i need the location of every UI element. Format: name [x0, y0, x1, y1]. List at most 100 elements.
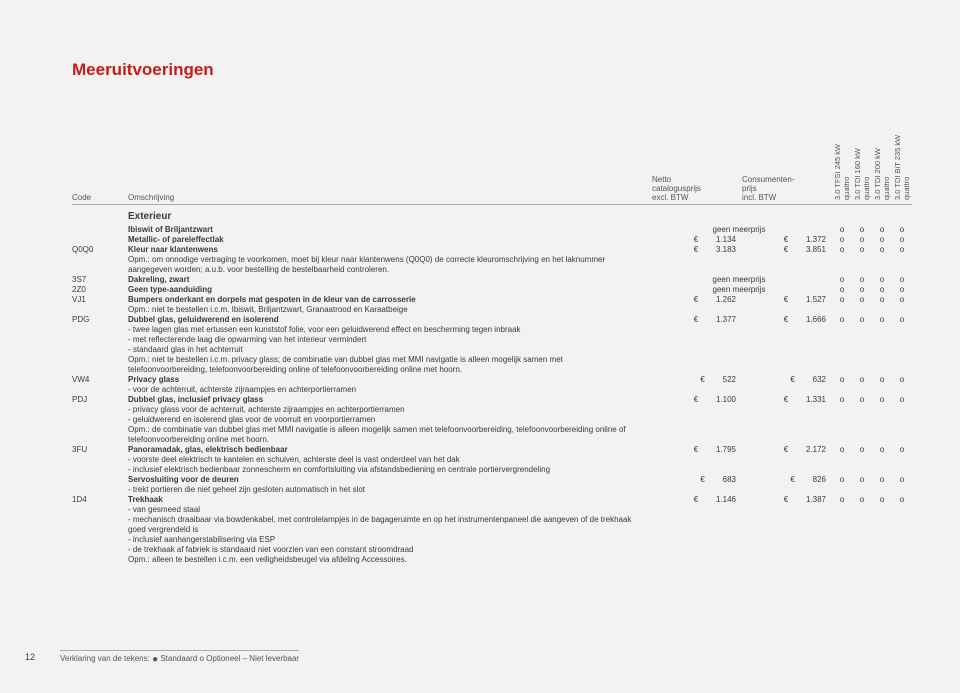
- availability-cell: o: [872, 245, 892, 255]
- table-row: Opm.: de combinatie van dubbel glas met …: [72, 425, 912, 445]
- availability-cell: o: [872, 495, 892, 505]
- row-desc: Opm.: niet te bestellen i.c.m. privacy g…: [128, 355, 652, 375]
- table-row: - inclusief aanhangerstabilisering via E…: [72, 535, 912, 545]
- header-code: Code: [72, 193, 128, 202]
- availability-cell: o: [892, 475, 912, 485]
- table-row: Ibiswit of Briljantzwartgeen meerprijsoo…: [72, 225, 912, 235]
- availability-cell: o: [852, 225, 872, 235]
- availability-cell: o: [832, 495, 852, 505]
- no-extra-cost: geen meerprijs: [652, 275, 832, 285]
- header-price1-l3: excl. BTW: [652, 193, 688, 202]
- availability-cell: o: [852, 315, 872, 325]
- availability-cell: o: [872, 285, 892, 295]
- table-row: - mechanisch draaibaar via bowdenkabel, …: [72, 515, 912, 535]
- row-desc: Bumpers onderkant en dorpels mat gespote…: [128, 295, 652, 305]
- price-net: € 1.795: [652, 445, 742, 455]
- table-row: Opm.: niet te bestellen i.c.m. Ibiswit, …: [72, 305, 912, 315]
- row-desc: - met reflecterende laag die opwarming v…: [128, 335, 652, 345]
- table-row: VW4Privacy glass€ 522€ 632oooo: [72, 375, 912, 385]
- table-row: - de trekhaak af fabriek is standaard ni…: [72, 545, 912, 555]
- header-price2-l2: prijs: [742, 184, 757, 193]
- price-consumer: € 826: [742, 475, 832, 485]
- row-code: 2Z0: [72, 285, 128, 295]
- availability-cell: o: [832, 225, 852, 235]
- row-desc: - voorste deel elektrisch te kantelen en…: [128, 455, 652, 465]
- table-row: PDJDubbel glas, inclusief privacy glass€…: [72, 395, 912, 405]
- price-net: € 1.146: [652, 495, 742, 505]
- table-row: Opm.: om onnodige vertraging te voorkome…: [72, 255, 912, 275]
- availability-cell: o: [892, 225, 912, 235]
- table-row: Servosluiting voor de deuren€ 683€ 826oo…: [72, 475, 912, 485]
- table-row: - twee lagen glas met ertussen een kunst…: [72, 325, 912, 335]
- table-row: - voor de achterruit, achterste zijraamp…: [72, 385, 912, 395]
- row-code: 3FU: [72, 445, 128, 455]
- no-extra-cost: geen meerprijs: [652, 285, 832, 295]
- row-desc: Opm.: de combinatie van dubbel glas met …: [128, 425, 652, 445]
- table-header: Code Omschrijving Netto catalogusprijs e…: [72, 126, 912, 205]
- row-desc: - twee lagen glas met ertussen een kunst…: [128, 325, 652, 335]
- availability-cell: o: [832, 475, 852, 485]
- availability-cell: o: [852, 295, 872, 305]
- table-row: 3S7Dakreling, zwartgeen meerprijsoooo: [72, 275, 912, 285]
- row-desc: Servosluiting voor de deuren: [128, 475, 652, 485]
- row-desc: - inclusief elektrisch bedienbaar zonnes…: [128, 465, 652, 475]
- header-desc: Omschrijving: [128, 193, 652, 202]
- header-price1-l1: Netto: [652, 175, 671, 184]
- row-desc: Metallic- of pareleffectlak: [128, 235, 652, 245]
- availability-cell: o: [832, 395, 852, 405]
- row-desc: Trekhaak: [128, 495, 652, 505]
- availability-cell: o: [832, 285, 852, 295]
- row-desc: Opm.: alleen te bestellen i.c.m. een vei…: [128, 555, 652, 565]
- page-footer: 12 Verklaring van de tekens: ● Standaard…: [0, 650, 299, 663]
- price-consumer: € 632: [742, 375, 832, 385]
- availability-cell: o: [852, 375, 872, 385]
- price-consumer: € 1.666: [742, 315, 832, 325]
- table-row: - geluidwerend en isolerend glas voor de…: [72, 415, 912, 425]
- row-desc: - inclusief aanhangerstabilisering via E…: [128, 535, 652, 545]
- page-number: 12: [0, 652, 60, 662]
- row-desc: Dakreling, zwart: [128, 275, 652, 285]
- header-price2-l3: incl. BTW: [742, 193, 776, 202]
- availability-cell: o: [852, 495, 872, 505]
- availability-cell: o: [892, 235, 912, 245]
- row-desc: - geluidwerend en isolerend glas voor de…: [128, 415, 652, 425]
- row-code: PDJ: [72, 395, 128, 405]
- availability-cell: o: [872, 395, 892, 405]
- availability-cell: o: [832, 375, 852, 385]
- availability-cell: o: [872, 475, 892, 485]
- availability-cell: o: [852, 275, 872, 285]
- availability-cell: o: [892, 445, 912, 455]
- table-row: Metallic- of pareleffectlak€ 1.134€ 1.37…: [72, 235, 912, 245]
- row-desc: - de trekhaak af fabriek is standaard ni…: [128, 545, 652, 555]
- availability-cell: o: [832, 235, 852, 245]
- row-desc: - trekt portieren die niet geheel zijn g…: [128, 485, 652, 495]
- table-row: Opm.: alleen te bestellen i.c.m. een vei…: [72, 555, 912, 565]
- table-row: 2Z0Geen type-aanduidinggeen meerprijsooo…: [72, 285, 912, 295]
- row-code: 3S7: [72, 275, 128, 285]
- availability-cell: o: [832, 275, 852, 285]
- row-code: VW4: [72, 375, 128, 385]
- availability-cell: o: [852, 445, 872, 455]
- availability-cell: o: [852, 475, 872, 485]
- no-extra-cost: geen meerprijs: [652, 225, 832, 235]
- row-desc: Dubbel glas, inclusief privacy glass: [128, 395, 652, 405]
- variant-header: 3.0 TDI 160 kW quattro: [852, 126, 872, 202]
- table-row: - met reflecterende laag die opwarming v…: [72, 335, 912, 345]
- row-desc: Panoramadak, glas, elektrisch bedienbaar: [128, 445, 652, 455]
- page-title: Meeruitvoeringen: [72, 60, 912, 80]
- availability-cell: o: [852, 395, 872, 405]
- table-row: - trekt portieren die niet geheel zijn g…: [72, 485, 912, 495]
- availability-cell: o: [872, 375, 892, 385]
- price-net: € 1.100: [652, 395, 742, 405]
- availability-cell: o: [892, 275, 912, 285]
- row-desc: - van gesmeed staal: [128, 505, 652, 515]
- availability-cell: o: [872, 295, 892, 305]
- price-net: € 1.134: [652, 235, 742, 245]
- footer-legend-label: Verklaring van de tekens:: [60, 654, 152, 663]
- availability-cell: o: [872, 445, 892, 455]
- table-row: VJ1Bumpers onderkant en dorpels mat gesp…: [72, 295, 912, 305]
- price-net: € 1.262: [652, 295, 742, 305]
- price-consumer: € 1.372: [742, 235, 832, 245]
- availability-cell: o: [832, 295, 852, 305]
- price-net: € 3.183: [652, 245, 742, 255]
